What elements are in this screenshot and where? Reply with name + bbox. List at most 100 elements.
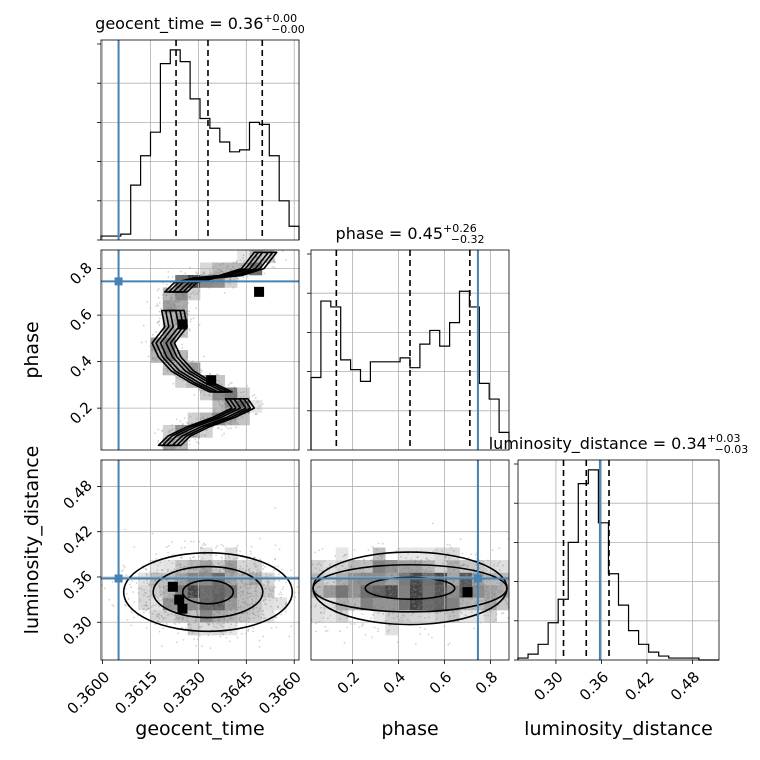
pair-geocent_time-luminosity_distance-sample-point (205, 582, 208, 585)
pair-geocent_time-phase-sample-point (159, 355, 162, 358)
pair-phase-luminosity_distance-sample-point (427, 616, 430, 619)
pair-geocent_time-luminosity_distance-sample-point (296, 586, 299, 588)
pair-geocent_time-luminosity_distance-sample-point (202, 591, 205, 594)
hist-luminosity_distance-title: luminosity_distance = 0.34+0.03 −0.03 (489, 432, 749, 456)
pair-geocent_time-luminosity_distance-density-cell (200, 622, 213, 636)
pair-geocent_time-phase-sample-point (203, 434, 206, 437)
pair-geocent_time-luminosity_distance-sample-point (168, 600, 170, 603)
pair-geocent_time-phase-sample-point (163, 355, 166, 358)
pair-geocent_time-luminosity_distance-sample-point (199, 607, 201, 609)
pair-phase-luminosity_distance-sample-point (494, 618, 497, 621)
pair-geocent_time-luminosity_distance-sample-point (214, 588, 217, 590)
pair-geocent_time-luminosity_distance-sample-point (154, 579, 157, 581)
pair-geocent_time-luminosity_distance-sample-point (267, 593, 270, 596)
pair-phase-luminosity_distance-sample-point (335, 590, 338, 593)
pair-phase-luminosity_distance-sample-point (337, 597, 340, 600)
pair-geocent_time-phase-sample-point (255, 413, 257, 416)
pair-geocent_time-luminosity_distance-sample-point (216, 586, 219, 589)
pair-geocent_time-luminosity_distance-sample-point (103, 587, 106, 590)
pair-geocent_time-luminosity_distance-sample-point (199, 619, 202, 622)
pair-geocent_time-luminosity_distance-sample-point (228, 600, 231, 603)
pair-geocent_time-luminosity_distance-sample-point (271, 610, 274, 613)
pair-geocent_time-phase-sample-point (165, 347, 167, 350)
pair-geocent_time-luminosity_distance-sample-point (202, 612, 205, 615)
pair-geocent_time-luminosity_distance-sample-point (177, 618, 179, 621)
pair-phase-luminosity_distance-sample-point (447, 598, 450, 601)
pair-geocent_time-luminosity_distance-sample-point (178, 563, 181, 566)
pair-geocent_time-luminosity_distance-sample-point (187, 612, 190, 614)
pair-geocent_time-luminosity_distance-sample-point (203, 585, 206, 588)
pair-geocent_time-phase-sample-point (163, 355, 165, 358)
pair-phase-luminosity_distance-sample-point (442, 584, 445, 587)
pair-geocent_time-phase-sample-point (221, 393, 224, 396)
pair-phase-luminosity_distance-sample-point (425, 600, 428, 603)
pair-geocent_time-luminosity_distance-sample-point (226, 585, 229, 588)
pair-geocent_time-phase-sample-point (184, 272, 187, 275)
pair-phase-luminosity_distance-sample-point (346, 593, 348, 596)
pair-geocent_time-luminosity_distance-sample-point (249, 550, 252, 553)
pair-phase-luminosity_distance-sample-point (424, 600, 427, 603)
pair-geocent_time-luminosity_distance-sample-point (172, 600, 174, 603)
pair-geocent_time-phase-sample-point (198, 289, 201, 292)
pair-phase-luminosity_distance-sample-point (446, 607, 449, 610)
pair-geocent_time-luminosity_distance-sample-point (208, 605, 211, 607)
pair-geocent_time-phase-density-cell (162, 300, 176, 313)
pair-geocent_time-luminosity_distance-sample-point (276, 606, 279, 609)
pair-phase-luminosity_distance-sample-point (474, 595, 477, 597)
pair-geocent_time-phase-sample-point (242, 395, 245, 398)
pair-geocent_time-luminosity_distance-sample-point (185, 599, 188, 602)
pair-geocent_time-luminosity_distance-sample-point (165, 600, 167, 603)
pair-phase-luminosity_distance-xtick-label: 0.6 (426, 668, 456, 698)
pair-geocent_time-luminosity_distance-sample-point (196, 586, 199, 588)
pair-geocent_time-luminosity_distance-sample-point (248, 592, 251, 595)
pair-geocent_time-luminosity_distance-sample-point (172, 599, 175, 602)
pair-phase-luminosity_distance-sample-point (314, 567, 317, 570)
pair-phase-luminosity_distance-density-cell (410, 560, 423, 573)
pair-geocent_time-luminosity_distance-sample-point (199, 597, 201, 600)
pair-phase-luminosity_distance-sample-point (348, 584, 350, 587)
pair-geocent_time-phase-sample-point (158, 310, 161, 313)
pair-geocent_time-luminosity_distance-sample-point (198, 585, 201, 587)
pair-phase-luminosity_distance-sample-point (480, 600, 483, 603)
pair-geocent_time-phase-sample-point (233, 395, 236, 398)
pair-phase-luminosity_distance-sample-point (459, 603, 461, 605)
pair-geocent_time-luminosity_distance-sample-point (199, 572, 202, 574)
pair-phase-luminosity_distance-sample-point (432, 550, 435, 553)
pair-geocent_time-luminosity_distance-sample-point (224, 598, 227, 601)
pair-geocent_time-phase-sample-point (222, 394, 225, 397)
pair-phase-luminosity_distance-sample-point (420, 600, 423, 603)
pair-phase-luminosity_distance-sample-point (382, 580, 385, 582)
pair-geocent_time-phase-sample-point (234, 418, 237, 421)
pair-geocent_time-phase-sample-point (165, 367, 168, 370)
pair-phase-luminosity_distance-sample-point (319, 586, 322, 589)
pair-geocent_time-phase-sample-point (182, 333, 185, 336)
pair-phase-luminosity_distance-sample-point (453, 614, 456, 617)
pair-phase-luminosity_distance-sample-point (361, 600, 363, 603)
pair-geocent_time-phase-sample-point (240, 264, 243, 267)
pair-geocent_time-luminosity_distance-sample-point (160, 614, 163, 617)
pair-geocent_time-luminosity_distance-sample-point (202, 595, 205, 598)
pair-geocent_time-luminosity_distance-sample-point (271, 595, 274, 598)
pair-phase-luminosity_distance-sample-point (455, 586, 458, 589)
pair-geocent_time-phase-sample-point (215, 412, 218, 415)
pair-geocent_time-luminosity_distance-sample-point (271, 589, 274, 591)
pair-phase-luminosity_distance-sample-point (360, 588, 362, 590)
pair-geocent_time-phase-sample-point (212, 273, 215, 276)
pair-phase-luminosity_distance-sample-point (422, 572, 424, 575)
pair-geocent_time-luminosity_distance-sample-point (231, 569, 234, 572)
pair-phase-luminosity_distance-sample-point (369, 559, 372, 562)
pair-phase-luminosity_distance-sample-point (417, 607, 420, 610)
pair-phase-luminosity_distance-sample-point (405, 573, 408, 576)
pair-geocent_time-luminosity_distance-sample-point (163, 592, 166, 594)
pair-geocent_time-phase-sample-point (243, 259, 245, 262)
pair-phase-luminosity_distance-sample-point (432, 585, 435, 588)
pair-geocent_time-luminosity_distance-sample-point (198, 564, 201, 567)
pair-geocent_time-luminosity_distance-sample-point (202, 612, 205, 615)
pair-geocent_time-luminosity_distance-sample-point (278, 579, 281, 582)
pair-geocent_time-luminosity_distance-sample-point (181, 580, 184, 583)
pair-geocent_time-luminosity_distance-sample-point (158, 630, 161, 633)
pair-geocent_time-luminosity_distance-sample-point (222, 568, 225, 571)
pair-geocent_time-luminosity_distance-sample-point (252, 571, 254, 574)
pair-phase-luminosity_distance-sample-point (341, 565, 344, 567)
pair-phase-luminosity_distance-density-cell (410, 610, 423, 623)
